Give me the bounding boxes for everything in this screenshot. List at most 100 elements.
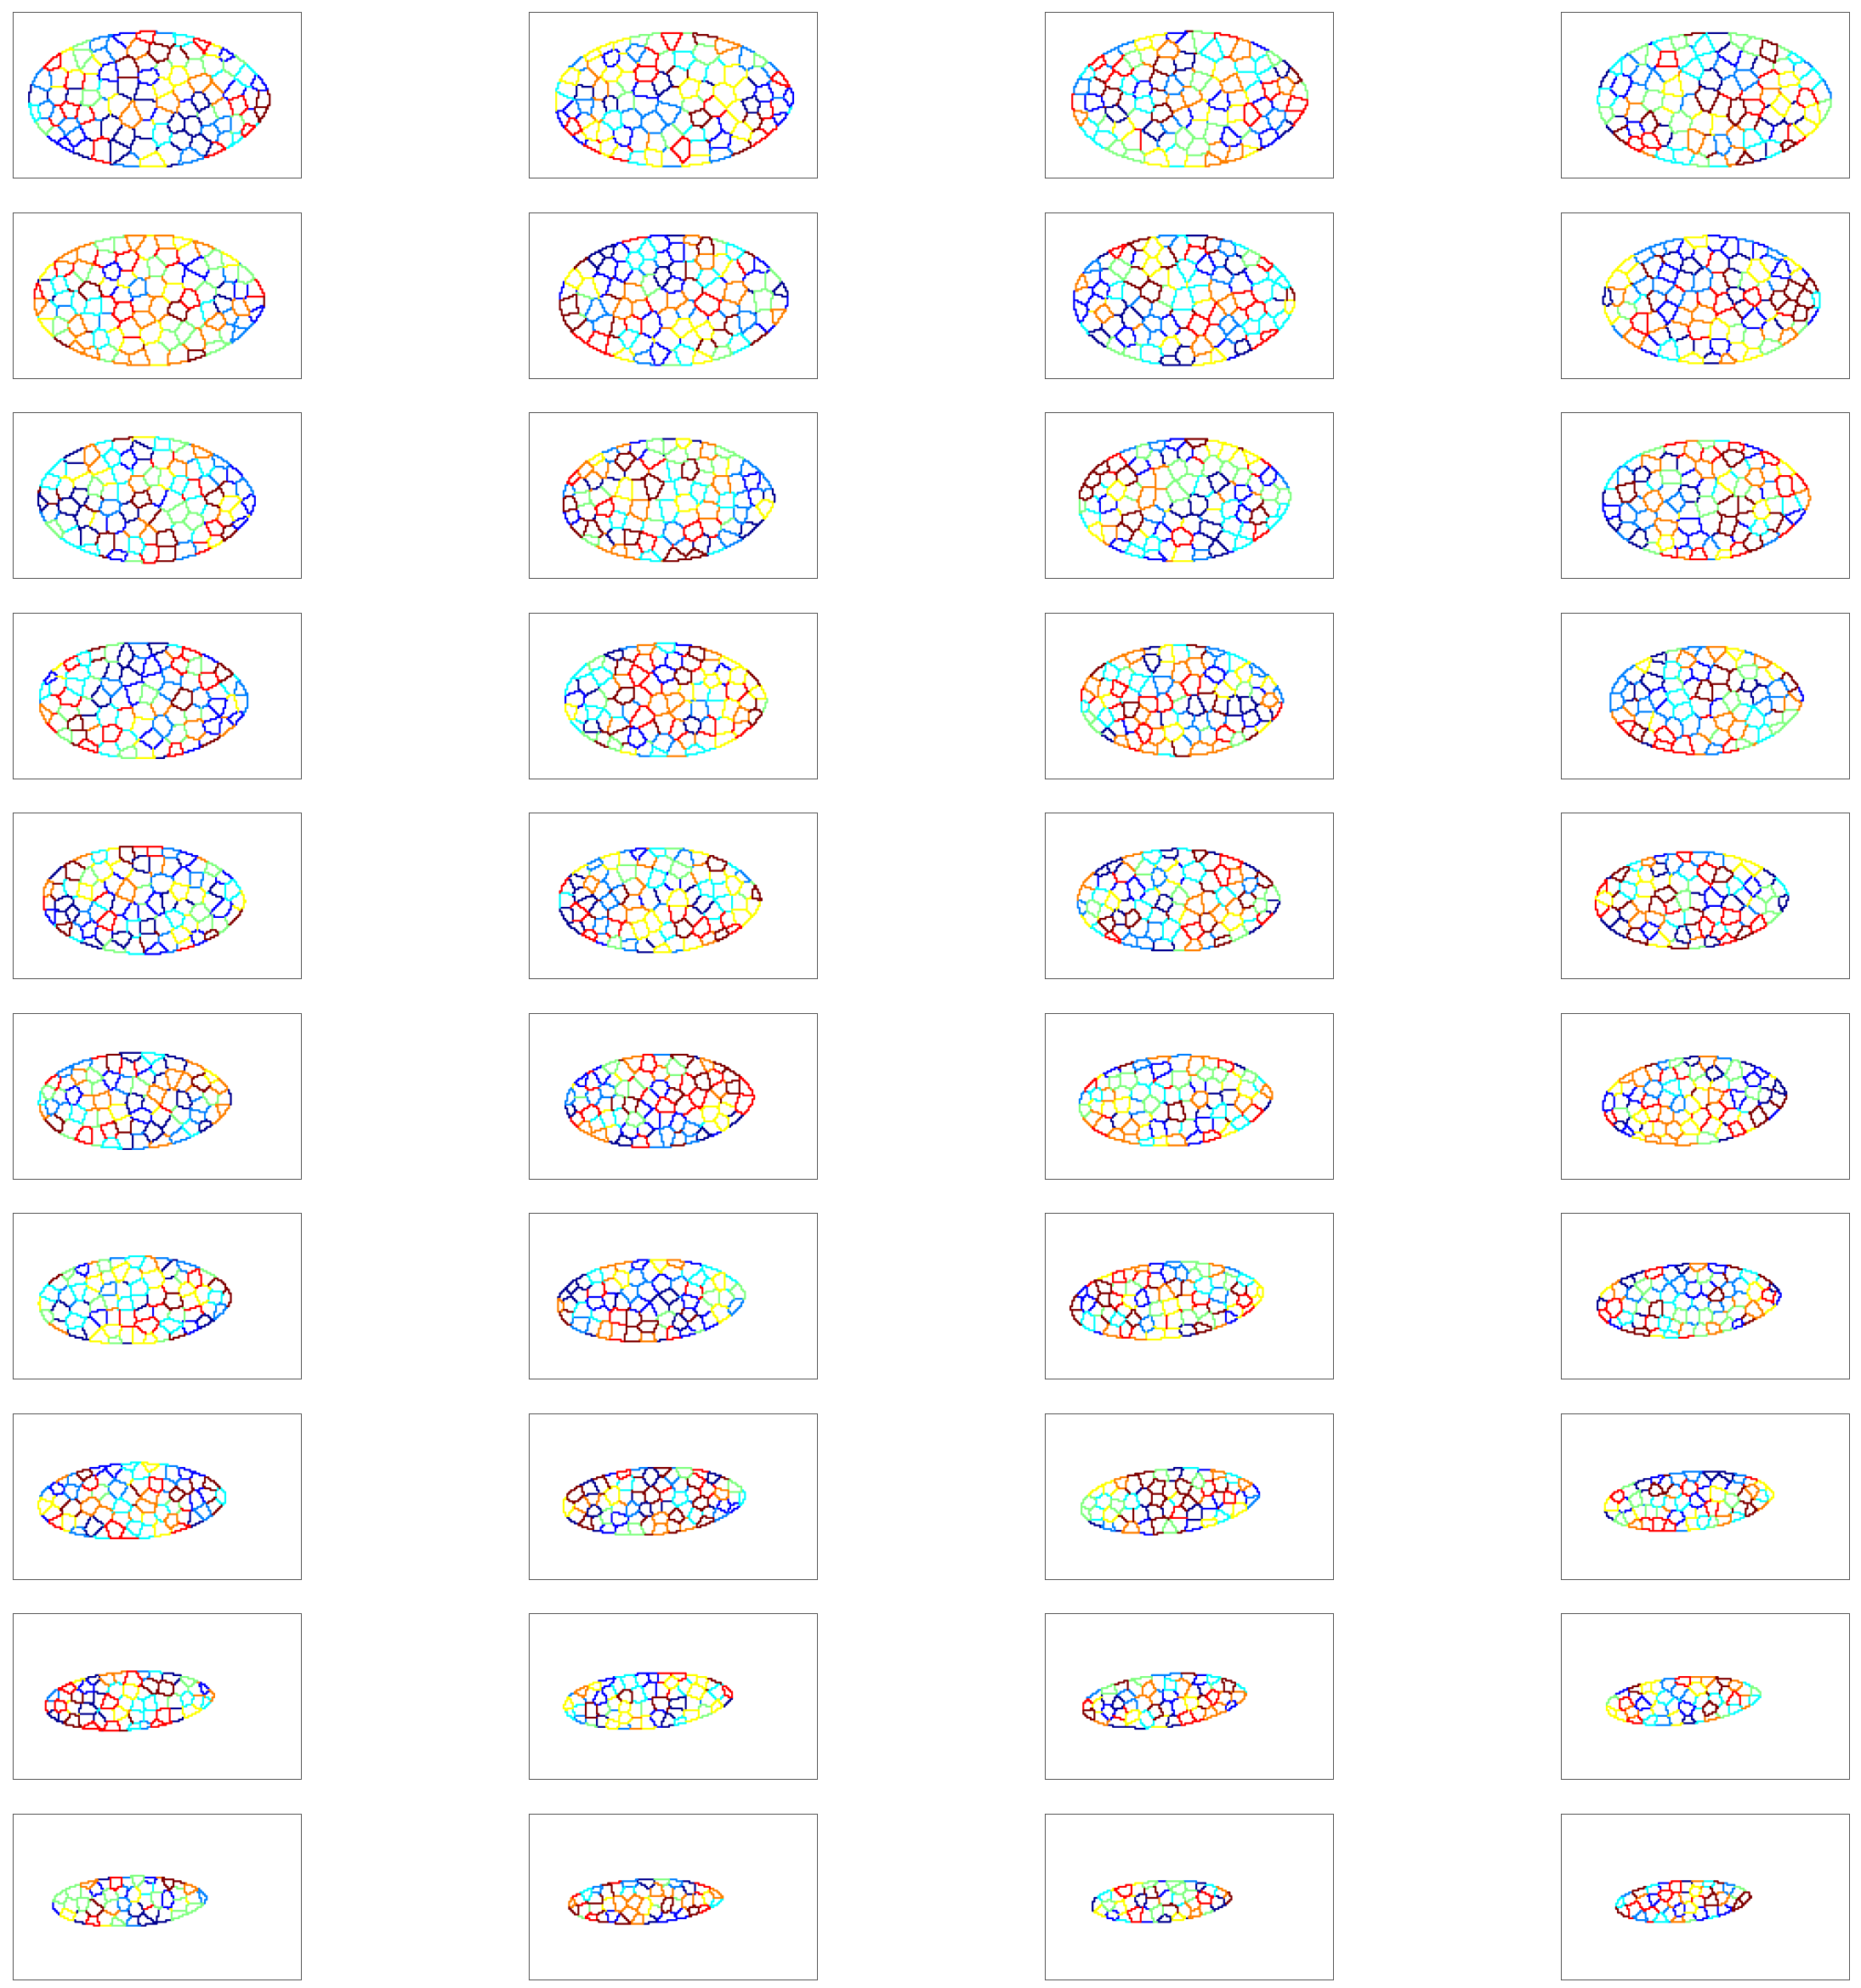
cell-boundaries [1106, 248, 1262, 360]
cell-boundaries [1628, 1675, 1732, 1717]
cell-mesh [562, 438, 776, 563]
cell-boundaries [44, 1053, 212, 1133]
cell-mesh [1069, 1260, 1264, 1341]
mesh-panel [1045, 1613, 1334, 1780]
cell-mesh [52, 1874, 208, 1927]
cell-boundaries [588, 854, 763, 943]
cell-boundaries [584, 1700, 713, 1728]
cell-boundaries [74, 1262, 201, 1335]
cell-boundaries [118, 37, 224, 129]
cell-boundaries [118, 1268, 204, 1335]
cell-boundaries [48, 1255, 160, 1335]
mesh-panel [13, 1413, 302, 1580]
cell-mesh [1605, 1675, 1762, 1726]
cell-boundaries [587, 438, 774, 520]
mesh-panel [529, 612, 818, 779]
cell-boundaries [1609, 1475, 1758, 1532]
mesh-panel [1561, 1813, 1850, 1980]
cell-boundaries [656, 1672, 734, 1699]
cell-mesh [44, 1670, 215, 1732]
mesh-panel [1561, 1613, 1850, 1780]
cell-boundaries [1611, 645, 1802, 756]
cell-mesh [1073, 234, 1296, 366]
cell-boundaries [1082, 665, 1253, 748]
cell-boundaries [1682, 1714, 1697, 1725]
cell-boundaries [1143, 1885, 1233, 1913]
cell-boundaries [63, 1678, 175, 1732]
mesh-panel [13, 1012, 302, 1180]
mesh-panel [1561, 1012, 1850, 1180]
cell-mesh [1092, 1879, 1233, 1923]
mesh-panel [529, 1413, 818, 1580]
mesh-panel [1561, 412, 1850, 579]
cell-boundaries [1594, 851, 1767, 946]
mesh-panel [1561, 12, 1850, 178]
cell-boundaries [1112, 31, 1259, 167]
cell-mesh [1602, 439, 1812, 561]
cell-mesh [562, 1672, 734, 1730]
cell-boundaries [616, 1468, 717, 1502]
cell-boundaries [1665, 647, 1799, 750]
cell-mesh [1081, 643, 1285, 757]
mesh-panel [1045, 1213, 1334, 1379]
mesh-panel [1045, 1012, 1334, 1180]
cell-boundaries [562, 450, 707, 563]
cell-boundaries [93, 1461, 227, 1539]
mesh-panel [13, 1213, 302, 1379]
cell-boundaries [616, 31, 769, 150]
cell-boundaries [559, 235, 769, 351]
cell-boundaries [1100, 1494, 1261, 1532]
cell-mesh [568, 1878, 724, 1925]
cell-boundaries [1078, 443, 1292, 514]
cell-boundaries [54, 280, 265, 362]
cell-boundaries [1082, 1672, 1236, 1721]
cell-mesh [1614, 1879, 1752, 1923]
cell-boundaries [593, 645, 763, 748]
cell-boundaries [1620, 1264, 1773, 1337]
mesh-panel [13, 813, 302, 979]
cell-boundaries [1619, 860, 1790, 935]
cell-mesh [559, 847, 763, 954]
cell-mesh [1597, 1262, 1782, 1339]
cell-boundaries [627, 653, 754, 740]
cell-boundaries [1082, 647, 1279, 757]
mesh-panel [1045, 813, 1334, 979]
cell-boundaries [1611, 866, 1755, 950]
cell-boundaries [1097, 849, 1274, 948]
cell-boundaries [1104, 852, 1274, 944]
cell-boundaries [1097, 643, 1277, 742]
cell-boundaries [1158, 1885, 1229, 1919]
cell-boundaries [584, 1678, 723, 1719]
cell-boundaries [48, 1474, 191, 1539]
cell-boundaries [1114, 1468, 1253, 1533]
cell-mesh [562, 1466, 746, 1536]
cell-boundaries [98, 1670, 215, 1713]
cell-boundaries [41, 1463, 207, 1522]
cell-mesh [39, 642, 249, 759]
cell-boundaries [1628, 857, 1703, 941]
cell-mesh [1603, 1470, 1775, 1532]
cell-boundaries [1603, 1066, 1747, 1137]
mesh-panel [1045, 1813, 1334, 1980]
cell-boundaries [1655, 458, 1797, 561]
cell-boundaries [44, 1055, 173, 1145]
cell-mesh [1076, 847, 1281, 952]
cell-boundaries [1081, 673, 1283, 751]
cell-boundaries [1626, 50, 1819, 153]
cell-mesh [1597, 31, 1832, 167]
cell-boundaries [1117, 1470, 1229, 1536]
cell-boundaries [1611, 1262, 1766, 1335]
cell-boundaries [1600, 1281, 1777, 1339]
cell-boundaries [1648, 1474, 1758, 1517]
cell-boundaries [1082, 1689, 1220, 1726]
cell-boundaries [1093, 30, 1303, 151]
cell-boundaries [85, 1876, 155, 1927]
cell-boundaries [44, 1670, 173, 1732]
cell-boundaries [1683, 1883, 1703, 1913]
cell-boundaries [1594, 852, 1763, 948]
cell-boundaries [1614, 1879, 1752, 1917]
cell-boundaries [565, 31, 791, 164]
cell-boundaries [593, 847, 682, 946]
cell-boundaries [1619, 1675, 1741, 1725]
cell-boundaries [1084, 1058, 1264, 1142]
